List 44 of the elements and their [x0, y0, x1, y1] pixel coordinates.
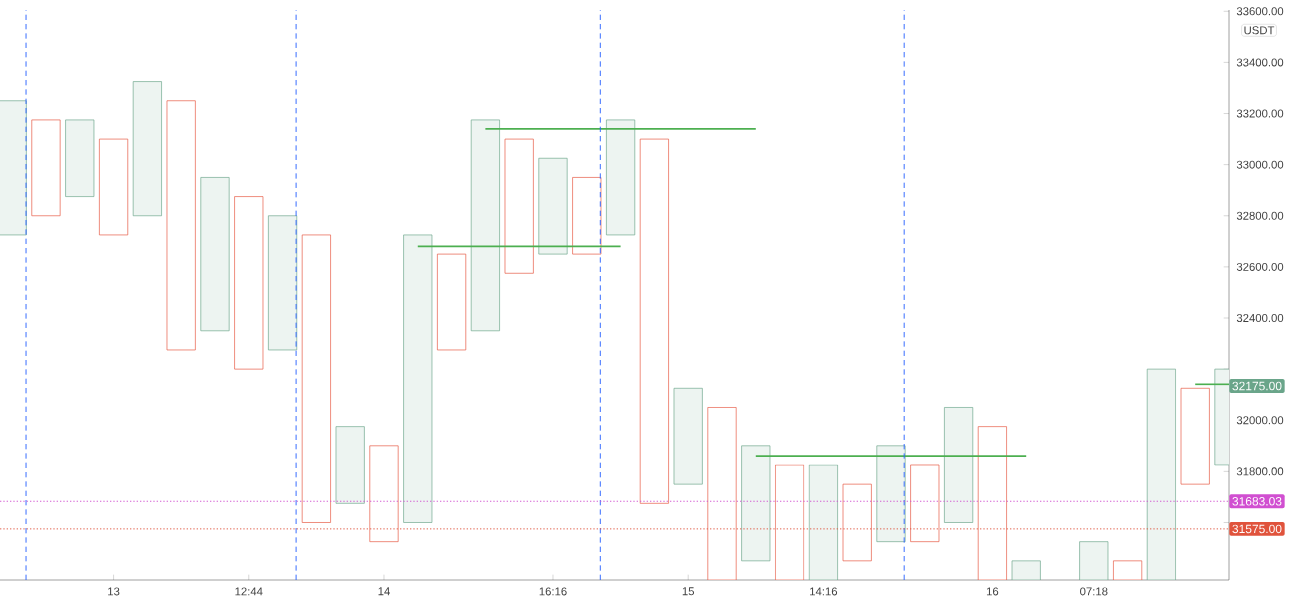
x-tick-label: 12:44 — [235, 587, 263, 596]
bar — [1180, 387, 1210, 485]
bar — [65, 119, 95, 197]
bar — [606, 119, 636, 236]
bar — [437, 253, 467, 351]
bar — [944, 407, 974, 523]
text: 32175.00 — [1232, 381, 1282, 391]
y-tick-label: 33400.00 — [1236, 58, 1284, 67]
x-tick-label: 15 — [682, 587, 695, 596]
bar — [200, 177, 230, 332]
y-tick-label: 33600.00 — [1236, 7, 1284, 16]
bar — [268, 215, 298, 351]
x-tick-label: 14:16 — [810, 587, 838, 596]
bar — [132, 81, 162, 217]
x-tick-label: 16:16 — [539, 587, 567, 596]
ref-line-label: 31683.03 — [1232, 497, 1282, 506]
y-tick-label: 32600.00 — [1236, 262, 1284, 271]
bar — [639, 138, 669, 504]
bar — [403, 234, 433, 523]
bar — [234, 196, 264, 370]
bar — [876, 445, 906, 542]
bar — [572, 177, 602, 255]
y-tick-label: 31800.00 — [1236, 467, 1284, 476]
bar — [335, 426, 365, 504]
bar — [166, 100, 196, 351]
y-tick-label: 33000.00 — [1236, 160, 1284, 169]
bar — [504, 138, 534, 274]
x-tick-label: 16 — [986, 587, 999, 596]
x-tick-label: 07:18 — [1080, 587, 1108, 596]
bar — [538, 157, 568, 255]
bar — [301, 234, 331, 523]
bar — [741, 445, 771, 562]
y-axis-title: USDT — [1244, 26, 1275, 35]
y-tick-label: 32400.00 — [1236, 314, 1284, 323]
bar — [673, 387, 703, 485]
y-tick-label: 33200.00 — [1236, 109, 1284, 118]
y-tick-label: 32800.00 — [1236, 211, 1284, 220]
y-tick-label: 32000.00 — [1236, 416, 1284, 425]
x-tick-label: 14 — [378, 587, 390, 596]
ref-line-label: 31575.00 — [1232, 524, 1282, 534]
bar — [470, 119, 500, 332]
bar — [99, 138, 129, 236]
bar — [31, 119, 61, 217]
x-tick-label: 13 — [108, 587, 120, 596]
